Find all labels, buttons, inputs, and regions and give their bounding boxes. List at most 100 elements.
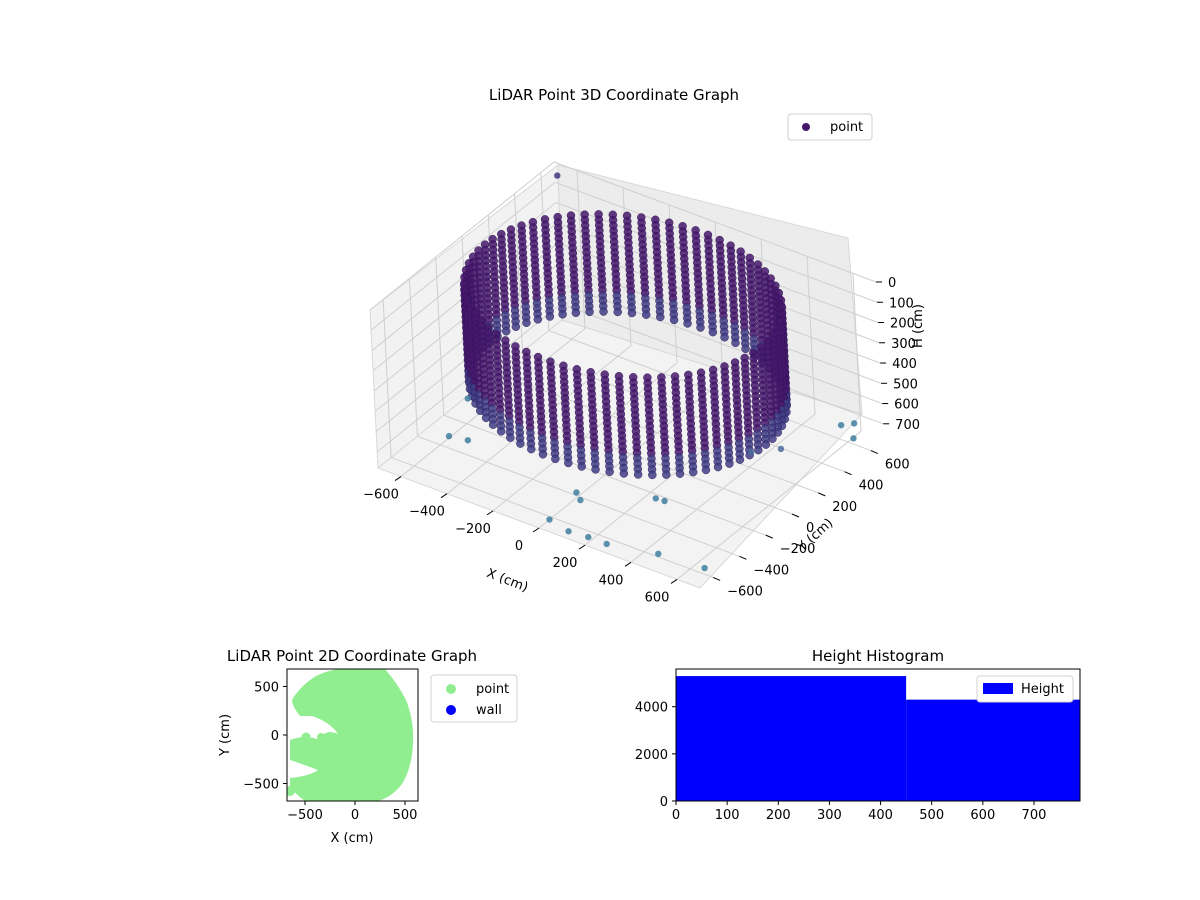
x-tick-label-3d: −200 [455,522,491,537]
legend-label-point-2d: point [476,682,509,697]
data-point-3d [648,470,657,480]
point-cloud-2d [290,669,414,801]
x-tick-label-hist: 200 [766,808,791,823]
data-point-3d-outlier [546,516,553,523]
y-tick-label-3d: −200 [780,542,816,557]
z-tick-label-3d: 100 [889,296,914,311]
grid-line-floor-y [469,393,793,515]
data-point-3d-outlier [445,432,453,440]
x-tick-label-2d: 500 [393,808,418,823]
data-point-3d-outlier [655,550,662,558]
data-point-3d [488,420,498,429]
chart-3d: LiDAR Point 3D Coordinate Graph −600 −400… [363,86,926,605]
points-3d [445,172,858,572]
grid-line-left-y [514,193,524,352]
x-tick-label-hist: 700 [1022,808,1047,823]
data-point-3d-outlier [837,421,845,429]
y-tick-label-2d: 500 [254,680,279,695]
data-point-3d [696,323,705,332]
grid-line-height [369,161,877,311]
x-tick-label-2d: −500 [287,808,323,823]
data-point-3d [725,459,734,468]
y-tick-label-2d: 0 [271,729,279,744]
legend-swatch-height [983,683,1013,694]
data-point-3d-outlier [747,449,755,456]
histogram-title: Height Histogram [812,647,944,665]
x-tick-3d [440,493,448,499]
y-tick-label-3d: 600 [885,458,910,473]
y-tick-3d [739,555,747,560]
z-tick-label-3d: 600 [894,398,919,413]
data-point-3d [641,310,651,319]
y-tick-label-hist: 2000 [635,748,668,763]
grid-line-left-y [435,257,445,416]
y-tick-3d [818,492,826,497]
point-outlier-2d [287,786,295,796]
legend-marker-wall-2d [446,705,456,715]
data-point-3d [533,315,543,324]
x-tick-label-3d: −400 [409,505,445,520]
x-axis-label-3d: X (cm) [484,566,530,595]
data-point-3d [571,308,581,317]
y-tick-label-hist: 0 [660,795,668,810]
y-tick-label-3d: −400 [753,563,789,578]
grid-line-back-x [576,170,586,329]
legend-histogram: Height [976,675,1074,703]
legend-marker-point [802,123,810,131]
data-point-3d-outlier [661,497,668,505]
x-tick-label-3d: −600 [363,488,399,503]
point-outlier-2d [301,732,311,742]
data-point-3d-outlier [585,533,592,541]
x-tick-label-hist: 600 [970,808,995,823]
data-point-3d [656,312,665,322]
y-tick-label-3d: 0 [806,521,814,536]
chart-3d-title: LiDAR Point 3D Coordinate Graph [489,86,739,104]
chart-histogram: Height Histogram 0 100 200 300 400 500 600 7000… [635,647,1081,823]
point-outlier-2d [317,733,325,741]
y-tick-label-3d: −600 [727,584,763,599]
x-axis-label-2d: X (cm) [331,831,374,846]
data-point-3d [720,333,729,342]
legend-2d: point wall [430,674,518,723]
x-tick-label-3d: 200 [553,556,578,571]
x-tick-label-hist: 400 [868,808,893,823]
data-point-3d-outlier [701,564,708,572]
x-tick-label-3d: 400 [599,573,624,588]
data-point-3d-outlier [577,496,584,504]
legend-marker-point-2d [446,684,456,694]
chart-2d: LiDAR Point 2D Coordinate Graph −500 0 500… [218,647,518,846]
x-tick-3d [486,510,494,516]
data-point-3d-outlier [652,495,660,502]
data-point-3d [502,327,511,336]
ticks-histogram: 0 100 200 300 400 500 600 700 0 2000 4000 [635,701,1046,823]
data-point-3d-outlier [603,540,610,548]
data-point-3d [538,450,548,459]
data-point-3d [506,433,515,442]
x-tick-3d [624,561,632,567]
data-point-3d [662,470,671,479]
data-point-3d [683,319,692,328]
data-point-3d [545,312,555,321]
data-point-3d [511,322,521,331]
data-point-3d-outlier [777,445,785,453]
y-tick-label-2d: −500 [243,778,279,793]
grid-line-back-x [806,256,816,415]
y-axis-label-2d: Y (cm) [218,714,233,757]
y-tick-3d [870,450,879,455]
data-point-3d [605,467,614,476]
histogram-bars [676,676,1080,801]
legend-label-point: point [830,120,863,135]
data-point-3d-outlier [565,528,572,535]
grid-line-floor-x [676,431,862,580]
x-tick-3d [394,476,402,481]
data-point-3d-outlier [850,420,858,427]
data-point-3d [564,458,573,468]
z-tick-label-3d: 500 [893,377,918,392]
z-tick-label-3d: 700 [895,418,920,433]
y-tick-label-3d: 400 [859,479,884,494]
x-tick-label-hist: 500 [919,808,944,823]
data-point-3d [522,318,531,327]
legend-label-wall-2d: wall [476,703,502,718]
data-point-3d [701,465,711,475]
